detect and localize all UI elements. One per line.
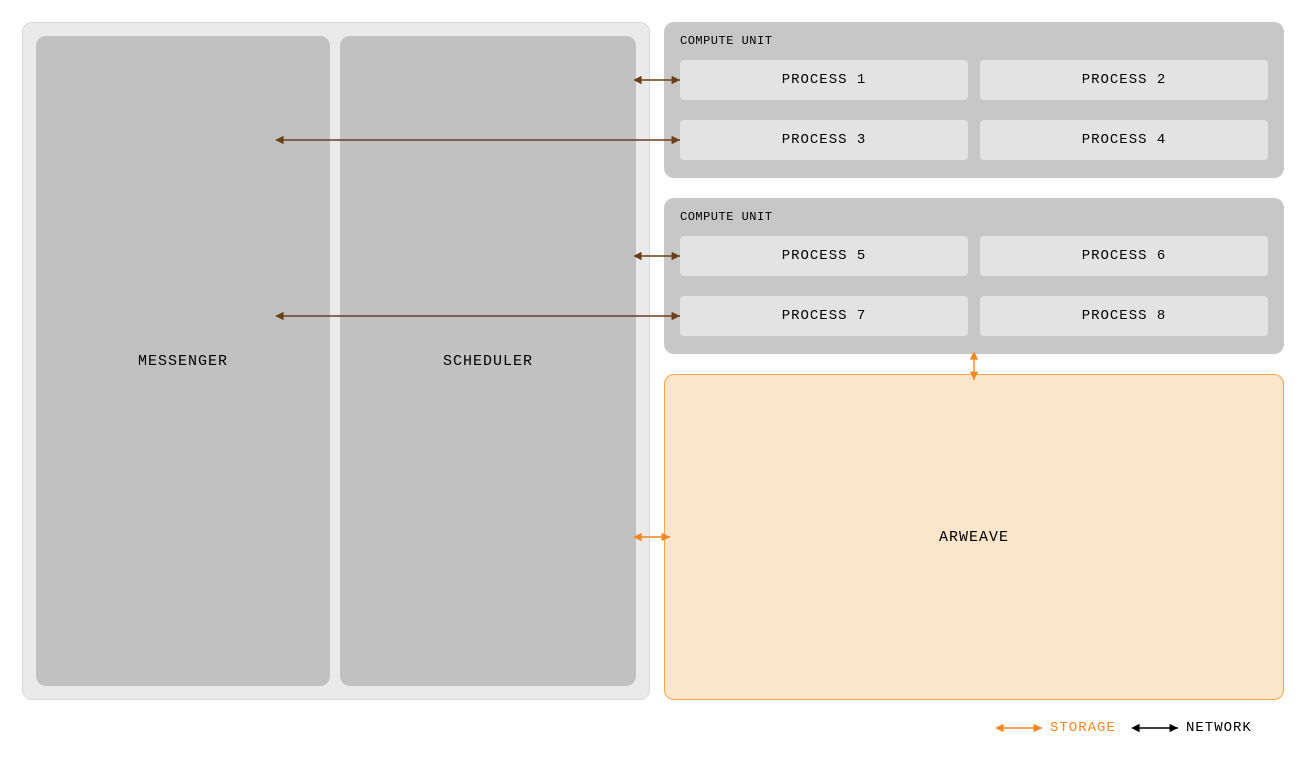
process-8: PROCESS 8 (980, 296, 1268, 336)
legend-network: NETWORK (1186, 720, 1252, 736)
process-5-label: PROCESS 5 (782, 248, 867, 264)
process-7-label: PROCESS 7 (782, 308, 867, 324)
process-1: PROCESS 1 (680, 60, 968, 100)
arweave-panel: ARWEAVE (664, 374, 1284, 700)
legend-storage-label: STORAGE (1050, 720, 1116, 736)
legend-storage: STORAGE (1050, 720, 1116, 736)
messenger-label: MESSENGER (138, 353, 228, 370)
process-3: PROCESS 3 (680, 120, 968, 160)
process-6-label: PROCESS 6 (1082, 248, 1167, 264)
process-5: PROCESS 5 (680, 236, 968, 276)
process-8-label: PROCESS 8 (1082, 308, 1167, 324)
messenger-panel: MESSENGER (36, 36, 330, 686)
process-4-label: PROCESS 4 (1082, 132, 1167, 148)
process-2: PROCESS 2 (980, 60, 1268, 100)
compute-unit-2-label: COMPUTE UNIT (680, 210, 772, 224)
arweave-label: ARWEAVE (939, 529, 1009, 546)
process-2-label: PROCESS 2 (1082, 72, 1167, 88)
process-4: PROCESS 4 (980, 120, 1268, 160)
scheduler-panel: SCHEDULER (340, 36, 636, 686)
process-3-label: PROCESS 3 (782, 132, 867, 148)
compute-unit-1-label: COMPUTE UNIT (680, 34, 772, 48)
process-1-label: PROCESS 1 (782, 72, 867, 88)
legend-network-label: NETWORK (1186, 720, 1252, 736)
process-6: PROCESS 6 (980, 236, 1268, 276)
process-7: PROCESS 7 (680, 296, 968, 336)
scheduler-label: SCHEDULER (443, 353, 533, 370)
